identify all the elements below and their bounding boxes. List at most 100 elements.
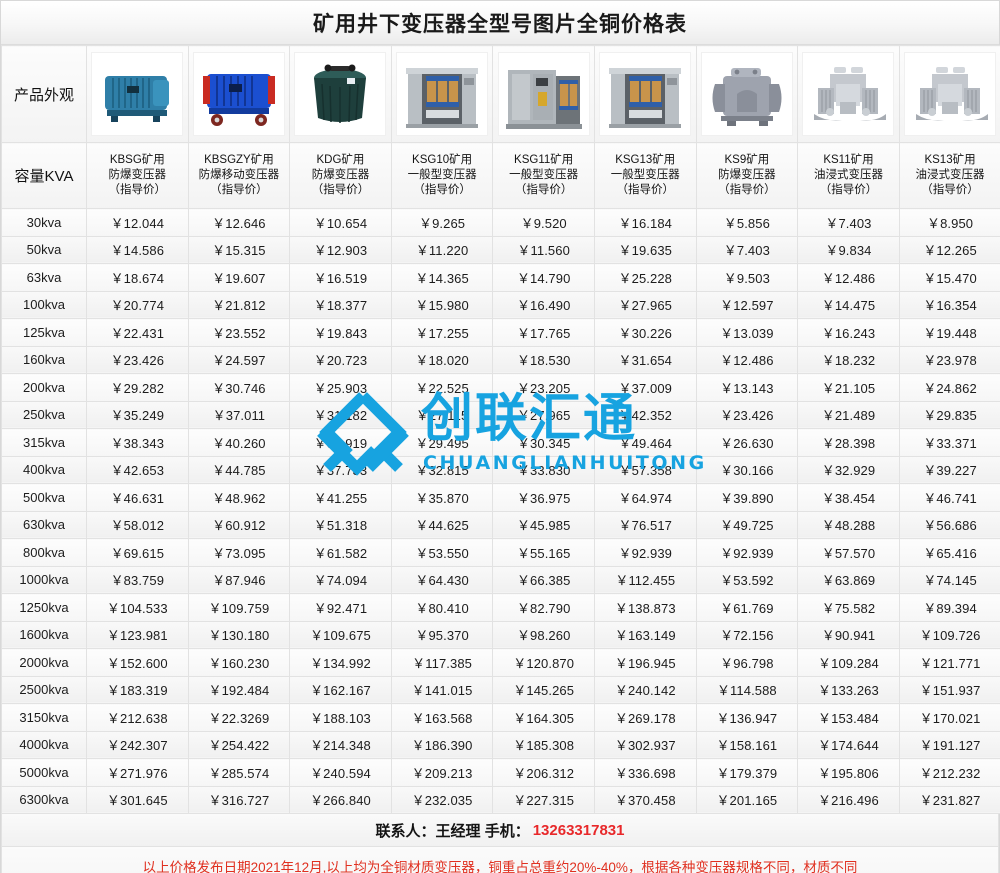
- price-cell: ￥214.348: [289, 730, 392, 759]
- price-cell: ￥231.827: [898, 785, 1000, 814]
- price-cell: ￥19.607: [187, 263, 291, 292]
- price-cell: ￥57.358: [593, 455, 697, 484]
- price-cell: ￥21.489: [797, 400, 900, 429]
- transformer-grey-tank-icon: [700, 52, 793, 136]
- price-cell: ￥69.615: [86, 538, 189, 567]
- product-name-header: KS11矿用 油浸式变压器 （指导价）: [797, 142, 900, 209]
- price-cell: ￥138.873: [593, 593, 697, 622]
- price-cell: ￥109.284: [797, 648, 900, 677]
- capacity-cell: 800kva: [1, 538, 87, 567]
- price-cell: ￥21.105: [797, 373, 900, 402]
- price-cell: ￥134.992: [289, 648, 392, 677]
- capacity-cell: 4000kva: [1, 730, 87, 759]
- table-row: 315kva ￥38.343 ￥40.260 ￥33.919 ￥29.495 ￥30.34…: [1, 428, 1000, 457]
- price-cell: ￥285.574: [187, 758, 291, 787]
- price-cell: ￥114.588: [695, 675, 799, 704]
- price-cell: ￥232.035: [390, 785, 494, 814]
- capacity-cell: 100kva: [1, 290, 87, 319]
- price-cell: ￥19.448: [898, 318, 1000, 347]
- price-cell: ￥27.115: [390, 400, 494, 429]
- product-image-cell: [797, 45, 900, 143]
- price-cell: ￥23.978: [898, 345, 1000, 374]
- capacity-cell: 630kva: [1, 510, 87, 539]
- product-image-cell: [187, 45, 291, 143]
- price-cell: ￥316.727: [187, 785, 291, 814]
- price-cell: ￥153.484: [797, 703, 900, 732]
- price-cell: ￥40.260: [187, 428, 291, 457]
- price-cell: ￥15.470: [898, 263, 1000, 292]
- transformer-blue-icon: [91, 52, 184, 136]
- table-row: 250kva ￥35.249 ￥37.011 ￥31.182 ￥27.115 ￥27.96…: [1, 400, 1000, 429]
- price-cell: ￥30.166: [695, 455, 799, 484]
- capacity-cell: 30kva: [1, 208, 87, 237]
- price-cell: ￥31.654: [593, 345, 697, 374]
- product-name-header: KBSG矿用 防爆变压器 （指导价）: [86, 142, 189, 209]
- price-cell: ￥32.929: [797, 455, 900, 484]
- table-row: 125kva ￥22.431 ￥23.552 ￥19.843 ￥17.255 ￥17.76…: [1, 318, 1000, 347]
- price-cell: ￥61.769: [695, 593, 799, 622]
- table-row: 2000kva ￥152.600 ￥160.230 ￥134.992 ￥117.385 ￥…: [1, 648, 1000, 677]
- price-cell: ￥35.870: [390, 483, 494, 512]
- capacity-cell: 200kva: [1, 373, 87, 402]
- price-cell: ￥145.265: [492, 675, 595, 704]
- price-cell: ￥18.674: [86, 263, 189, 292]
- price-cell: ￥90.941: [797, 620, 900, 649]
- price-cell: ￥48.962: [187, 483, 291, 512]
- price-cell: ￥23.426: [86, 345, 189, 374]
- price-cell: ￥12.486: [797, 263, 900, 292]
- capacity-cell: 63kva: [1, 263, 87, 292]
- price-cell: ￥23.552: [187, 318, 291, 347]
- price-cell: ￥15.315: [187, 235, 291, 264]
- price-cell: ￥17.765: [492, 318, 595, 347]
- table-row: 30kva ￥12.044 ￥12.646 ￥10.654 ￥9.265 ￥9.520 ￥1…: [1, 208, 1000, 237]
- price-cell: ￥11.220: [390, 235, 494, 264]
- price-cell: ￥73.095: [187, 538, 291, 567]
- product-name-header: KSG13矿用 一般型变压器 （指导价）: [593, 142, 697, 209]
- product-image-cell: [86, 45, 189, 143]
- price-cell: ￥22.3269: [187, 703, 291, 732]
- table-row: 2500kva ￥183.319 ￥192.484 ￥162.167 ￥141.015 ￥…: [1, 675, 1000, 704]
- table-row: 1250kva ￥104.533 ￥109.759 ￥92.471 ￥80.410 ￥82…: [1, 593, 1000, 622]
- price-cell: ￥55.165: [492, 538, 595, 567]
- transformer-cabinet-open2-icon: [599, 52, 692, 136]
- capacity-cell: 1000kva: [1, 565, 87, 594]
- price-cell: ￥271.976: [86, 758, 189, 787]
- table-row: 6300kva ￥301.645 ￥316.727 ￥266.840 ￥232.035 ￥…: [1, 785, 1000, 814]
- price-cell: ￥56.686: [898, 510, 1000, 539]
- price-cell: ￥12.265: [898, 235, 1000, 264]
- price-cell: ￥12.903: [289, 235, 392, 264]
- price-cell: ￥35.249: [86, 400, 189, 429]
- price-cell: ￥179.379: [695, 758, 799, 787]
- price-cell: ￥49.464: [593, 428, 697, 457]
- price-cell: ￥82.790: [492, 593, 595, 622]
- table-row: 160kva ￥23.426 ￥24.597 ￥20.723 ￥18.020 ￥18.53…: [1, 345, 1000, 374]
- price-cell: ￥13.143: [695, 373, 799, 402]
- price-cell: ￥9.503: [695, 263, 799, 292]
- price-cell: ￥74.094: [289, 565, 392, 594]
- price-cell: ￥29.835: [898, 400, 1000, 429]
- table-row: 400kva ￥42.653 ￥44.785 ￥37.733 ￥32.815 ￥33.83…: [1, 455, 1000, 484]
- contact-phone[interactable]: 13263317831: [532, 821, 625, 839]
- price-cell: ￥186.390: [390, 730, 494, 759]
- price-cell: ￥53.592: [695, 565, 799, 594]
- price-cell: ￥30.226: [593, 318, 697, 347]
- price-cell: ￥15.980: [390, 290, 494, 319]
- capacity-cell: 250kva: [1, 400, 87, 429]
- price-cell: ￥7.403: [797, 208, 900, 237]
- price-cell: ￥163.149: [593, 620, 697, 649]
- price-cell: ￥170.021: [898, 703, 1000, 732]
- price-cell: ￥37.009: [593, 373, 697, 402]
- price-cell: ￥12.044: [86, 208, 189, 237]
- price-cell: ￥16.184: [593, 208, 697, 237]
- price-cell: ￥30.345: [492, 428, 595, 457]
- product-image-cell: [695, 45, 799, 143]
- price-cell: ￥27.965: [492, 400, 595, 429]
- price-cell: ￥14.365: [390, 263, 494, 292]
- notice-block: 以上价格发布日期2021年12月,以上均为全铜材质变压器，铜重占总重约20%-4…: [1, 847, 999, 873]
- capacity-cell: 3150kva: [1, 703, 87, 732]
- price-cell: ￥28.398: [797, 428, 900, 457]
- transformer-price-table: 产品外观 容量KVA KBSG矿用 防爆变压器 （指导价） KBSGZY矿用 防爆移动…: [1, 45, 1000, 814]
- price-cell: ￥18.020: [390, 345, 494, 374]
- price-cell: ￥141.015: [390, 675, 494, 704]
